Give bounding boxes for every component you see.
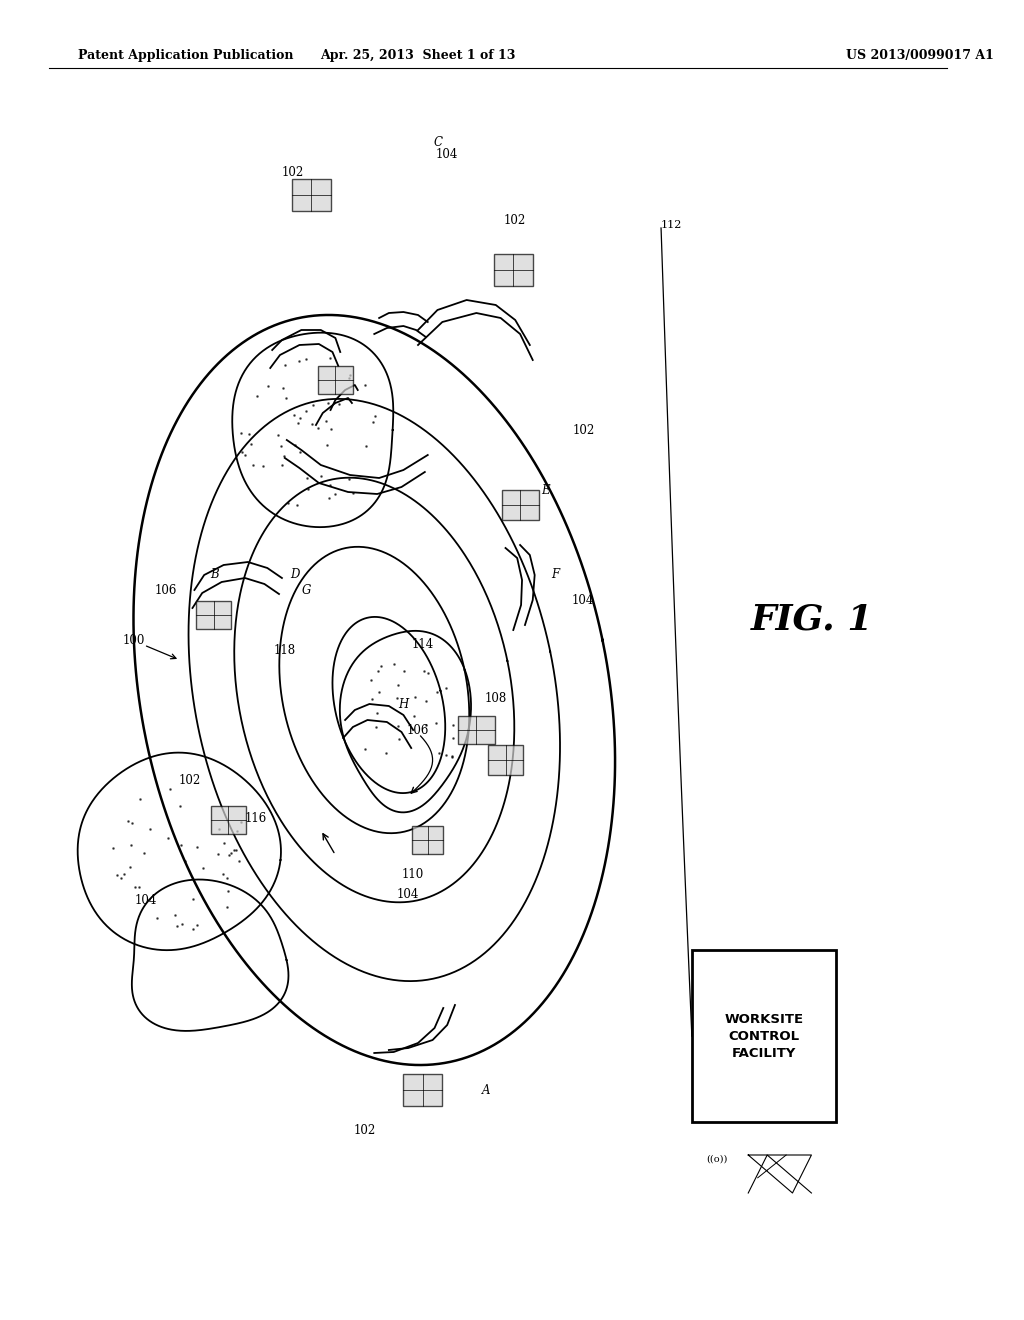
Text: 112: 112: [662, 220, 682, 230]
Text: 106: 106: [407, 723, 429, 737]
Text: 116: 116: [245, 812, 267, 825]
Bar: [494, 253, 532, 286]
Text: FIG. 1: FIG. 1: [751, 603, 873, 638]
FancyBboxPatch shape: [692, 950, 837, 1122]
Text: 102: 102: [282, 165, 304, 178]
Text: 104: 104: [134, 894, 157, 907]
Text: 114: 114: [412, 639, 434, 652]
Text: 118: 118: [273, 644, 296, 656]
Text: 104: 104: [436, 149, 459, 161]
Text: 106: 106: [155, 583, 177, 597]
Text: Patent Application Publication: Patent Application Publication: [78, 49, 293, 62]
Text: Apr. 25, 2013  Sheet 1 of 13: Apr. 25, 2013 Sheet 1 of 13: [321, 49, 516, 62]
Text: ((o)): ((o)): [707, 1155, 728, 1163]
Text: US 2013/0099017 A1: US 2013/0099017 A1: [846, 49, 993, 62]
Text: 100: 100: [123, 634, 145, 647]
Text: 110: 110: [402, 869, 424, 882]
Bar: [292, 180, 331, 211]
Bar: [211, 807, 246, 834]
Text: E: E: [541, 483, 550, 496]
Bar: [317, 366, 353, 393]
Text: 102: 102: [178, 774, 201, 787]
Bar: [403, 1074, 442, 1106]
Bar: [197, 601, 231, 630]
Text: 102: 102: [504, 214, 526, 227]
Bar: [413, 826, 443, 854]
Text: WORKSITE
CONTROL
FACILITY: WORKSITE CONTROL FACILITY: [724, 1012, 804, 1060]
Bar: [488, 744, 523, 775]
Text: 108: 108: [484, 692, 507, 705]
Text: H: H: [398, 698, 409, 711]
Text: 102: 102: [353, 1123, 376, 1137]
Bar: [502, 490, 539, 520]
Text: A: A: [482, 1084, 490, 1097]
Text: B: B: [211, 569, 219, 582]
Text: C: C: [434, 136, 443, 149]
Text: D: D: [290, 569, 299, 582]
Text: 104: 104: [397, 888, 420, 902]
Text: 104: 104: [572, 594, 595, 606]
Bar: [458, 715, 495, 744]
Text: G: G: [301, 583, 311, 597]
Text: 102: 102: [572, 424, 594, 437]
Text: F: F: [551, 569, 559, 582]
